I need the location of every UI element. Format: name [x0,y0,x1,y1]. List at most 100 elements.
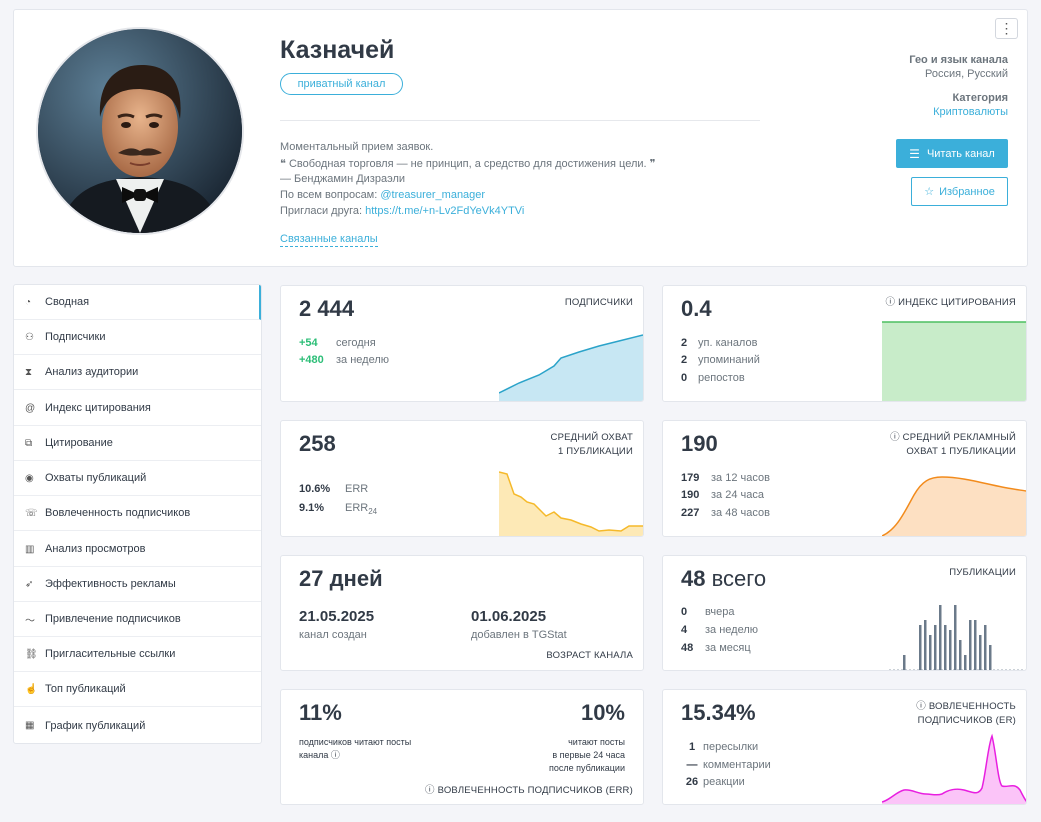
portrait-image [38,29,242,233]
sidebar-item-citations[interactable]: ⧉ Цитирование [14,426,261,461]
avg-reach-card[interactable]: 258 СРЕДНИЙ ОХВАТ 1 ПУБЛИКАЦИИ 10.6% ERR 9… [280,420,644,537]
ad-reach-card[interactable]: 190 ⓘ СРЕДНИЙ РЕКЛАМНЫЙ ОХВАТ 1 ПУБЛИКАЦИ… [662,420,1027,537]
sidebar-item-label: Анализ просмотров [45,543,146,555]
sidebar-item-label: График публикаций [45,719,146,732]
sidebar-item-label: Подписчики [45,331,106,343]
sidebar-item-subscribers[interactable]: ⚇ Подписчики [14,320,261,355]
channel-age-card: 27 дней 21.05.2025 канал создан 01.06.20… [280,555,644,671]
sidebar-item-reach[interactable]: ◉ Охваты публикаций [14,461,261,496]
sidebar-item-schedule[interactable]: ▦ График публикаций [14,708,261,743]
subscribers-sparkline [499,334,643,401]
more-options-button[interactable]: ⋮ [995,18,1018,39]
subscribers-label: ПОДПИСЧИКИ [564,297,633,308]
favorite-button[interactable]: ☆ Избранное [911,177,1008,206]
reach-24h-value: 190 [681,489,700,501]
citation-index-label: ⓘ ИНДЕКС ЦИТИРОВАНИЯ [886,296,1016,310]
channel-age-value: 27 дней [299,566,383,591]
mentions-count: 2 [681,354,688,366]
eye-icon: ◉ [25,472,34,484]
read-channel-button[interactable]: ☰ Читать канал [896,139,1008,168]
posts-yesterday-label: вчера [705,606,735,618]
sidebar-item-summary[interactable]: ◔ Сводная [14,285,261,320]
subscribers-card[interactable]: 2 444 ПОДПИСЧИКИ +54 сегодня +480 за недел… [280,285,644,402]
description-line: — Бенджамин Дизраэли [280,173,406,185]
question-icon[interactable]: ⓘ [330,750,340,760]
sidebar-item-ads[interactable]: ➶ Эффективность рекламы [14,567,261,602]
channel-age-label: ВОЗРАСТ КАНАЛА [546,650,633,661]
private-channel-badge: приватный канал [280,73,403,95]
sidebar-item-citation-index[interactable]: @ Индекс цитирования [14,391,261,426]
ad-reach-label: ⓘ СРЕДНИЙ РЕКЛАМНЫЙ ОХВАТ 1 ПУБЛИКАЦИИ [890,431,1016,459]
channel-header-card: ⋮ Казначей приватный канал Моментальный … [13,9,1028,267]
info-icon: ⓘ [916,701,929,712]
channel-avatar [36,27,244,235]
posts-total-word: всего [711,566,767,591]
sidebar-item-views[interactable]: ▥ Анализ просмотров [14,532,261,567]
header-divider [280,120,760,121]
posts-total-number: 48 [681,566,706,591]
ad-reach-label-1: ⓘ СРЕДНИЙ РЕКЛАМНЫЙ [890,431,1016,445]
ad-reach-sparkline [882,476,1026,536]
sidebar-item-invite-links[interactable]: ⛓ Пригласительные ссылки [14,637,261,672]
calendar-icon: ▦ [25,720,35,731]
sidebar-item-label: Индекс цитирования [45,402,151,414]
invite-link[interactable]: https://t.me/+n-Lv2FdYeVk4YTVi [365,205,525,217]
bar-chart-icon: ▥ [25,543,35,555]
sidebar-item-label: Цитирование [45,437,113,449]
sidebar-item-label: Сводная [45,296,90,308]
err-right-caption: читают посты в первые 24 часа после публ… [549,736,625,775]
info-icon: ⓘ [885,297,899,308]
err-right-caption-1: читают посты [568,737,625,747]
citation-index-value: 0.4 [681,296,712,321]
sidebar-item-audience[interactable]: ⧗ Анализ аудитории [14,355,261,390]
mentions-label: упоминаний [698,354,760,366]
ad-reach-label-2: ОХВАТ 1 ПУБЛИКАЦИИ [906,446,1016,457]
reactions-count: 26 [685,776,699,788]
posts-month-count: 48 [681,642,694,654]
related-channels-link[interactable]: Связанные каналы [280,233,378,247]
err-left-value: 11% [299,700,342,725]
sidebar-item-engagement[interactable]: ☏ Вовлеченность подписчиков [14,496,261,531]
posts-total: 48 всего [681,566,766,592]
mention-channels-count: 2 [681,337,688,349]
posts-bar-chart [889,605,1026,670]
err-card[interactable]: 11% подписчиков читают посты канала ⓘ 10… [280,689,644,805]
er-card[interactable]: 15.34% ⓘ ВОВЛЕЧЕННОСТЬ ПОДПИСЧИКОВ (ER) 1… [662,689,1027,805]
sidebar-item-top-posts[interactable]: ☝ Топ публикаций [14,672,261,707]
description-text: Пригласи друга: [280,205,366,217]
reposts-label: репостов [698,372,745,384]
err-left-caption-1: подписчиков читают посты [299,737,412,747]
sidebar-item-label: Пригласительные ссылки [45,648,176,660]
err-label-text: ВОВЛЕЧЕННОСТЬ ПОДПИСЧИКОВ (ERR) [437,785,633,796]
reposts-count: 0 [681,372,688,384]
avg-reach-label-1: СРЕДНИЙ ОХВАТ [550,432,633,443]
hourglass-icon: ⧗ [25,366,33,378]
err24-value: 9.1% [299,502,325,514]
sidebar-item-label: Привлечение подписчиков [45,613,181,625]
er-label-2: ПОДПИСЧИКОВ (ER) [917,715,1016,726]
category-link[interactable]: Криптовалюты [933,106,1008,118]
manager-link[interactable]: @treasurer_manager [380,189,486,201]
err-label: ERR [345,483,369,495]
sidebar-item-acquisition[interactable]: 〜 Привлечение подписчиков [14,602,261,637]
dashboard-icon: ◔ [25,296,32,308]
er-sparkline [882,733,1026,804]
today-delta: +54 [299,337,318,349]
rocket-icon: ➶ [25,578,34,590]
mention-channels-label: уп. каналов [698,337,758,349]
posts-card[interactable]: 48 всего ПУБЛИКАЦИИ 0 вчера 4 за неделю 48… [662,555,1027,671]
description-line: Моментальный прием заявок. [280,141,434,153]
reach-12h-label: за 12 часов [711,472,770,484]
description-line: Пригласи друга: https://t.me/+n-Lv2FdYeV… [280,205,524,217]
ad-reach-label-1-text: СРЕДНИЙ РЕКЛАМНЫЙ [902,432,1016,443]
reach-48h-label: за 48 часов [711,507,770,519]
comments-count: — [686,759,698,771]
citation-index-label-text: ИНДЕКС ЦИТИРОВАНИЯ [898,297,1016,308]
avg-reach-label: СРЕДНИЙ ОХВАТ 1 ПУБЛИКАЦИИ [551,431,633,459]
err24-label: ERR [345,502,369,514]
posts-week-label: за неделю [705,624,759,636]
err-right-caption-2: в первые 24 часа [552,750,625,760]
err-value: 10.6% [299,483,331,495]
err-label: ⓘ ВОВЛЕЧЕННОСТЬ ПОДПИСЧИКОВ (ERR) [425,784,633,798]
